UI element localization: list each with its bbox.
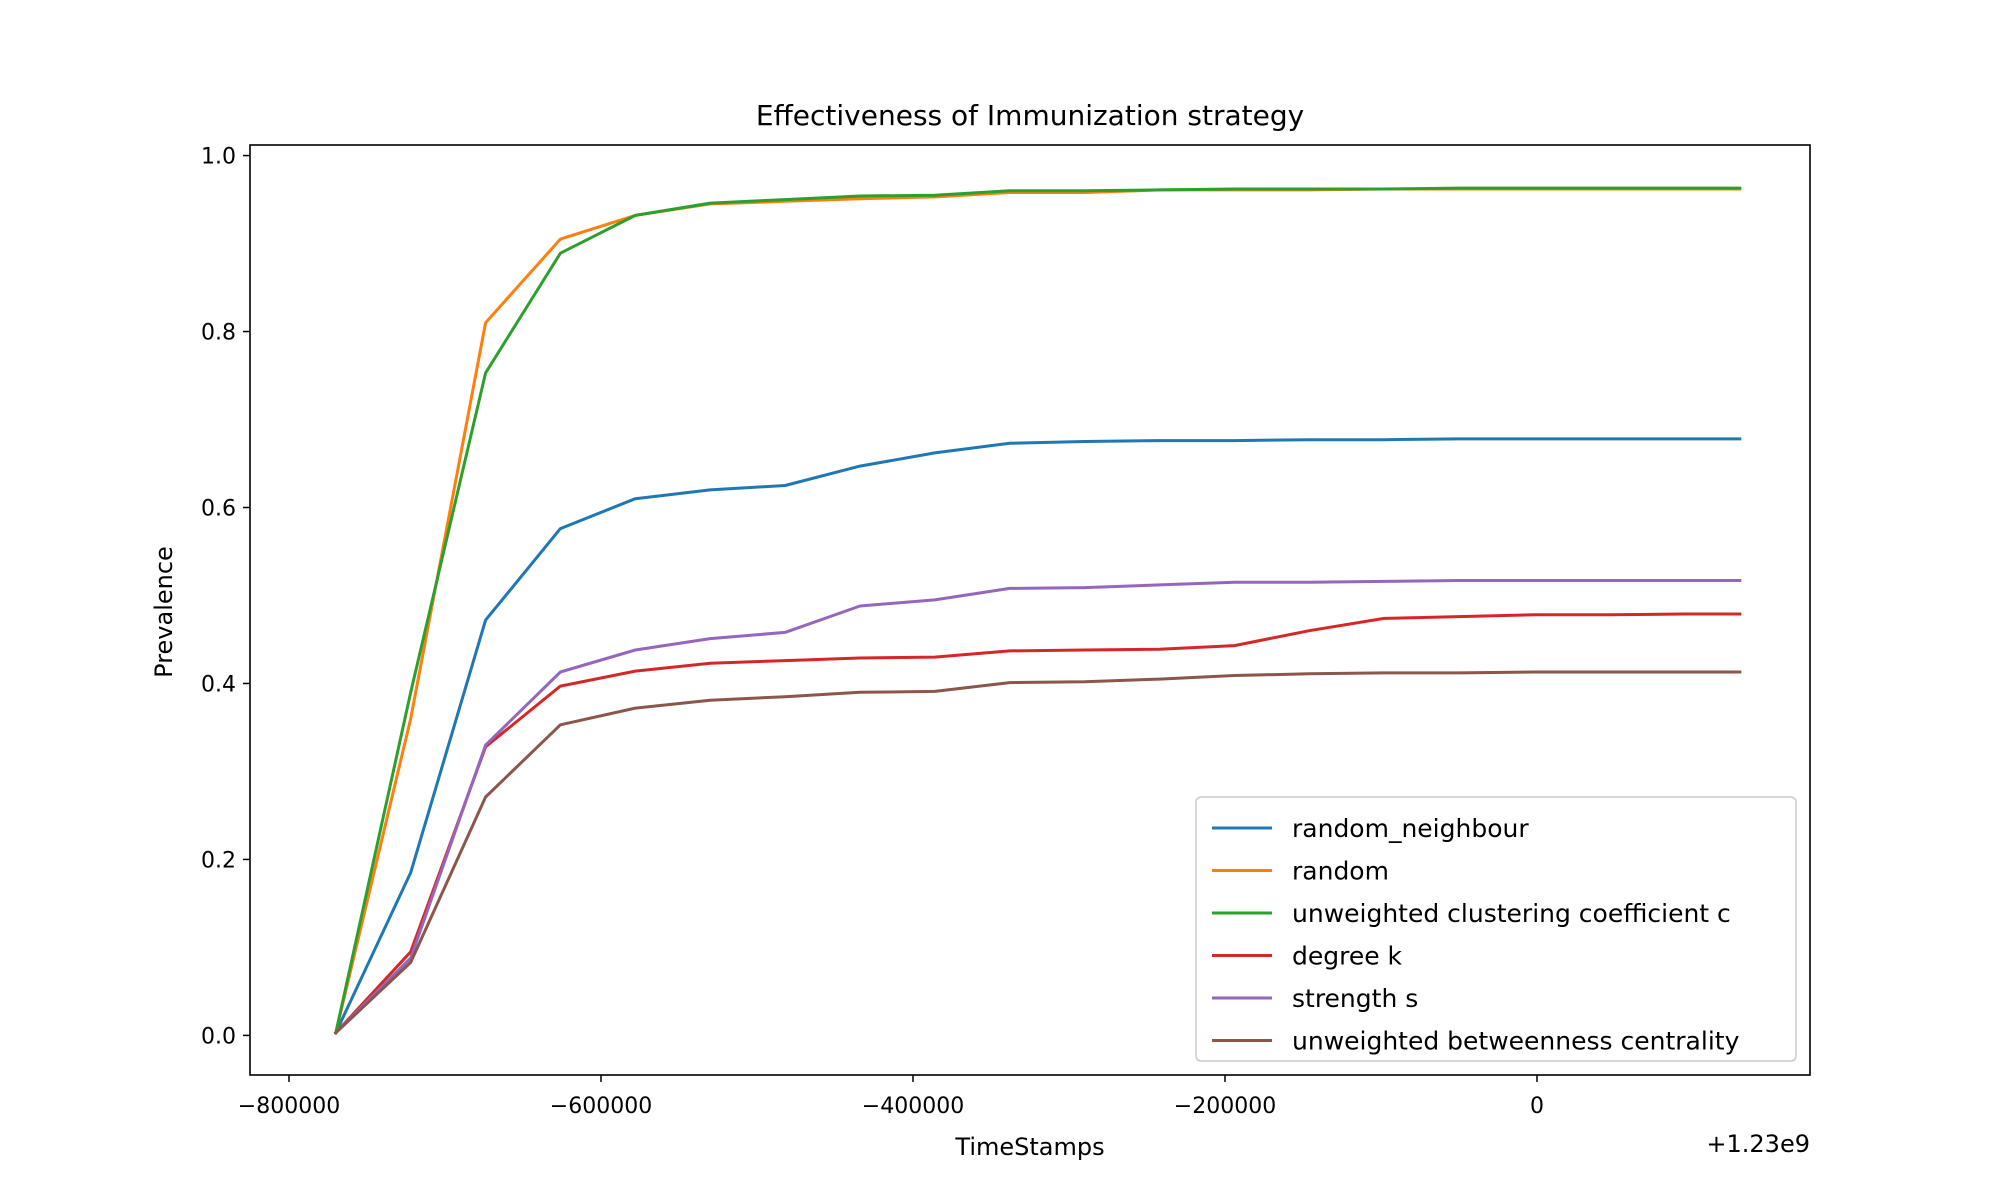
x-axis-ticks: −800000 −600000 −400000 −200000 0 [238,1075,1544,1119]
series-line-random-neighbour [333,437,1742,1035]
chart-title: Effectiveness of Immunization strategy [756,99,1304,132]
plot-area-frame [249,144,1811,1076]
x-tick-label: −400000 [862,1094,964,1119]
x-tick-label: 0 [1530,1094,1544,1119]
x-axis-offset-label: +1.23e9 [1706,1130,1810,1158]
x-axis-label: TimeStamps [954,1133,1104,1161]
y-tick-label: 1.0 [201,145,236,170]
y-axis-label: Prevalence [150,546,178,678]
legend-label: strength s [1292,984,1418,1013]
y-tick-label: 0.4 [201,672,236,697]
x-tick-label: −800000 [238,1094,340,1119]
y-tick-label: 0.2 [201,848,236,873]
legend-label: unweighted betweenness centrality [1292,1027,1740,1056]
legend-label: random_neighbour [1292,814,1529,843]
y-axis-ticks: 0.0 0.2 0.4 0.6 0.8 1.0 [201,145,250,1049]
series-line-degree-k [333,612,1742,1035]
legend-label: random [1292,857,1389,886]
y-tick-label: 0.0 [201,1024,236,1049]
legend-label: unweighted clustering coefficient c [1292,899,1731,928]
y-tick-label: 0.6 [201,496,236,521]
series-layer [333,186,1742,1035]
series-line-strength-s [333,579,1742,1035]
series-line-unweighted-betweenness-centrality [333,670,1742,1035]
series-line-unweighted-clustering-coefficient-c [334,186,1742,1035]
x-tick-label: −200000 [1174,1094,1276,1119]
legend-frame [1195,796,1797,1062]
y-tick-label: 0.8 [201,321,236,346]
x-tick-label: −600000 [550,1094,652,1119]
legend-label: degree k [1292,942,1403,971]
